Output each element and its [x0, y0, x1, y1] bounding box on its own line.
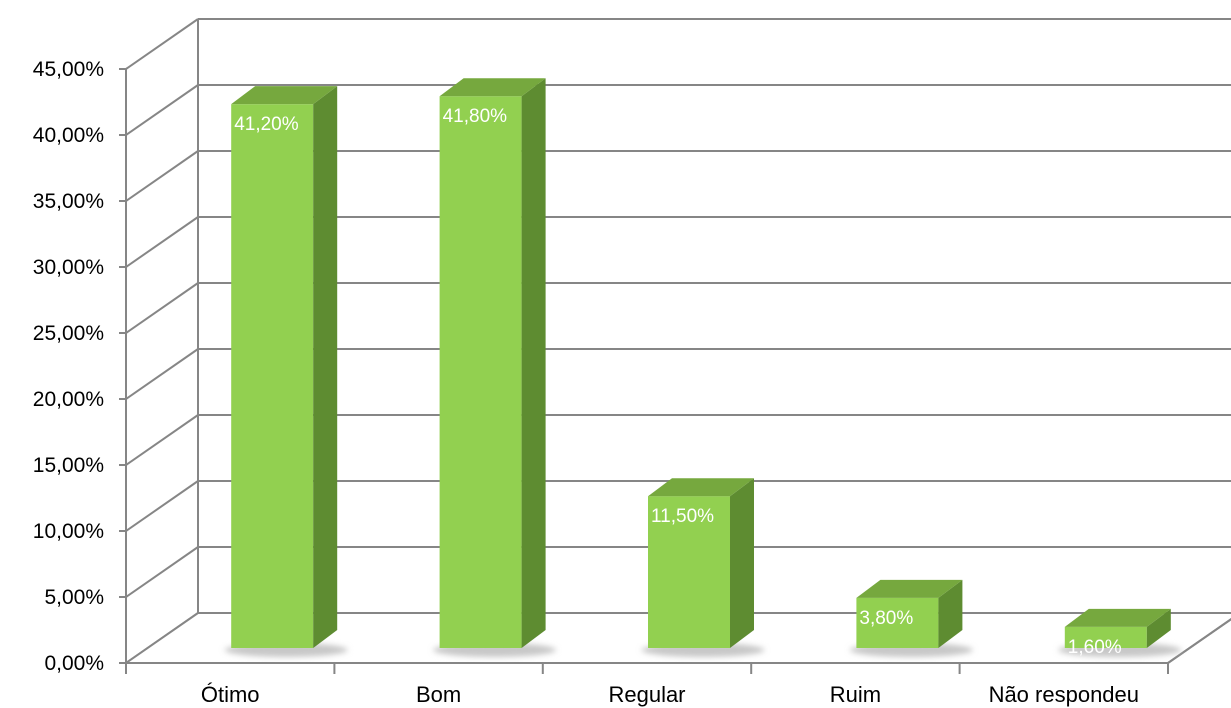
floor-right-edge	[1167, 618, 1231, 664]
side-gridline	[125, 480, 199, 532]
data-label: 11,50%	[651, 506, 714, 527]
x-tick-label: Bom	[416, 682, 461, 707]
labels: 0,00% 5,00% 10,00% 15,00% 20,00% 25,00% 30,00%…	[33, 58, 1139, 707]
y-tick-label: 0,00%	[44, 652, 104, 675]
y-tick-label: 35,00%	[33, 190, 104, 213]
x-tick-label: Ruim	[830, 682, 881, 707]
x-tick-label: Não respondeu	[989, 682, 1139, 707]
bar-top	[439, 78, 546, 97]
y-tick-label: 30,00%	[33, 256, 104, 279]
bar-front	[856, 597, 939, 648]
y-tick-label: 40,00%	[33, 124, 104, 147]
side-gridline	[125, 84, 199, 136]
bar-top	[231, 86, 338, 105]
bar-top	[1064, 608, 1171, 627]
y-tick-label: 10,00%	[33, 520, 104, 543]
side-gridline	[125, 546, 199, 598]
data-label: 41,80%	[443, 106, 508, 127]
side-gridline	[125, 348, 199, 400]
bar-top	[856, 579, 963, 598]
bar-side	[938, 579, 963, 648]
bars	[224, 78, 1182, 657]
bar-side	[730, 478, 754, 648]
data-label: 1,60%	[1068, 637, 1122, 658]
bar-side	[313, 86, 338, 648]
y-tick-label: 20,00%	[33, 388, 104, 411]
bar-front	[648, 496, 730, 648]
side-gridline	[125, 18, 199, 70]
bar-front	[439, 96, 522, 649]
y-tick-label: 15,00%	[33, 454, 104, 477]
bar-side	[1146, 608, 1171, 648]
bar-front	[1064, 626, 1147, 648]
side-gridline	[125, 282, 199, 334]
y-tick-label: 5,00%	[44, 586, 104, 609]
bar-side	[521, 78, 546, 649]
x-tick-label: Regular	[608, 682, 685, 707]
x-tick-label: Ótimo	[201, 682, 260, 707]
y-tick-label: 45,00%	[33, 58, 104, 81]
bar-front	[231, 104, 314, 648]
y-tick-label: 25,00%	[33, 322, 104, 345]
bar-top	[648, 478, 754, 497]
data-label: 3,80%	[859, 608, 913, 629]
side-gridline	[125, 414, 199, 466]
side-gridline	[125, 150, 199, 202]
data-label: 41,20%	[234, 114, 299, 135]
side-gridline	[125, 216, 199, 268]
